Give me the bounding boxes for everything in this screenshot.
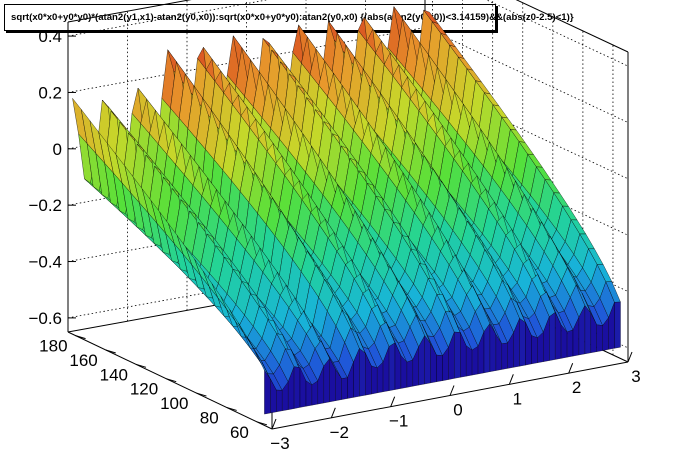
- z-tick-label: 0.2: [38, 83, 62, 102]
- y-tick: [226, 406, 237, 411]
- chart-title-box: sqrt(x0*x0+y0*y0)*(atan2(y1,x1)-atan2(y0…: [4, 4, 574, 31]
- x-tick-label: −2: [330, 423, 349, 442]
- z-tick-label: −0.6: [28, 309, 62, 328]
- surface-front-face: [537, 331, 544, 363]
- x-tick: [568, 362, 574, 374]
- surface-front-face: [436, 354, 443, 382]
- surface-front-face: [406, 359, 413, 388]
- z-tick-label: −0.4: [28, 253, 62, 272]
- surface-front-face: [359, 348, 366, 397]
- x-tick-label: 1: [513, 389, 522, 408]
- z-gridline: [67, 27, 629, 123]
- surface-front-face: [596, 324, 603, 352]
- x-tick: [508, 374, 514, 385]
- surface-front-face: [305, 380, 313, 407]
- x-tick-label: 3: [631, 367, 640, 386]
- x-tick-label: 0: [453, 401, 462, 420]
- x-tick: [627, 351, 633, 363]
- z-tick-label: 0: [53, 140, 62, 159]
- z-tick-label: −0.2: [28, 196, 62, 215]
- surface-front-face: [371, 365, 378, 395]
- surface-front-face: [501, 342, 508, 370]
- surface-front-face: [311, 380, 318, 406]
- surface-front-face: [531, 335, 538, 365]
- surface-front-face: [614, 301, 621, 349]
- chart-title: sqrt(x0*x0+y0*y0)*(atan2(y1,x1)-atan2(y0…: [11, 12, 574, 23]
- z-tick-label: 0.4: [38, 27, 62, 46]
- x-tick: [449, 385, 455, 396]
- surface-front-face: [566, 329, 574, 358]
- y-tick-label: 140: [100, 365, 128, 384]
- top-back-edge: [67, 0, 192, 23]
- y-tick: [166, 378, 177, 383]
- y-tick-label: 80: [200, 408, 219, 427]
- top-right-edge: [515, 0, 629, 53]
- y-tick-label: 120: [130, 380, 158, 399]
- y-tick: [75, 335, 86, 340]
- y-tick-label: 100: [160, 394, 188, 413]
- surface-front-face: [293, 366, 301, 409]
- surface-front-face: [483, 323, 491, 374]
- surface: [72, 6, 621, 415]
- surface-front-face: [341, 377, 348, 400]
- x-tick: [271, 418, 277, 430]
- y-tick-label: 60: [230, 423, 249, 442]
- x-tick: [390, 396, 396, 407]
- surface-front-face: [454, 331, 461, 379]
- surface-front-face: [519, 318, 526, 367]
- y-tick: [105, 349, 116, 354]
- surface-front-face: [471, 346, 479, 376]
- surface-front-face: [466, 345, 473, 377]
- surface-front-face: [549, 312, 556, 361]
- y-tick: [256, 421, 268, 426]
- surface-front-face: [323, 358, 330, 404]
- y-tick-label: 160: [69, 351, 97, 370]
- y-tick: [135, 363, 147, 368]
- y-tick-label: 180: [39, 337, 67, 356]
- x-tick-label: −1: [389, 412, 408, 431]
- surface-front-face: [424, 335, 431, 385]
- surface-front-face: [584, 305, 591, 355]
- x-tick-label: −3: [270, 434, 289, 453]
- y-tick: [196, 392, 207, 397]
- surface-front-face: [388, 342, 396, 391]
- z-gridline: [67, 0, 629, 67]
- floor-left-edge: [67, 331, 273, 430]
- tick-layer: −0.6−0.4−0.200.20.4−3−2−1012360801001201…: [28, 27, 640, 453]
- surface-front-face: [276, 389, 283, 413]
- x-tick-label: 2: [572, 378, 581, 397]
- x-tick: [330, 407, 336, 419]
